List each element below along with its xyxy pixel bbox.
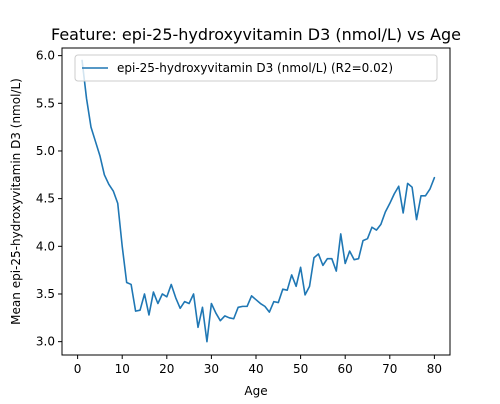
x-tick-label: 50 [293,362,308,376]
legend: epi-25-hydroxyvitamin D3 (nmol/L) (R2=0.… [74,54,438,82]
y-tick-label: 3.0 [36,335,55,349]
series-line [81,59,436,343]
y-tick-label: 4.5 [36,192,55,206]
y-tick-label: 5.5 [36,96,55,110]
y-tick-label: 6.0 [36,49,55,63]
legend-box [74,54,438,82]
plot-layer [81,59,436,343]
x-tick-label: 60 [338,362,353,376]
x-tick-label: 10 [115,362,130,376]
chart-title: Feature: epi-25-hydroxyvitamin D3 (nmol/… [51,25,461,44]
x-axis-label: Age [244,384,267,398]
legend-label: epi-25-hydroxyvitamin D3 (nmol/L) (R2=0.… [117,61,393,75]
x-tick-label: 20 [159,362,174,376]
y-tick-label: 4.0 [36,239,55,253]
x-tick-label: 80 [427,362,442,376]
x-tick-label: 70 [382,362,397,376]
x-tick-label: 30 [204,362,219,376]
y-axis-label: Mean epi-25-hydroxyvitamin D3 (nmol/L) [9,78,23,325]
x-tick-label: 40 [248,362,263,376]
x-tick-label: 0 [74,362,82,376]
y-tick-label: 3.5 [36,287,55,301]
y-tick-label: 5.0 [36,144,55,158]
tick-layer: 0 10 20 30 40 50 60 70 80 3.0 3.5 4.0 4.5 5.0 5.5 6.0 [36,49,442,376]
